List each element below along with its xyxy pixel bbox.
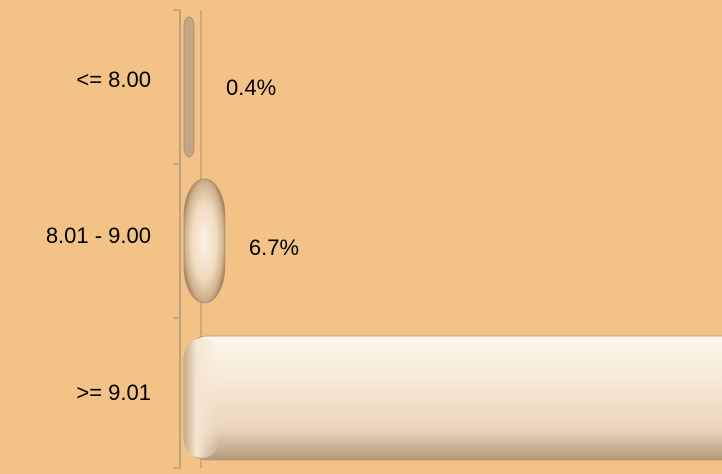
category-label-2: >= 9.01	[76, 380, 151, 405]
value-label-1: 6.7%	[249, 235, 299, 260]
category-label-1: 8.01 - 9.00	[46, 223, 151, 248]
bar-2	[183, 335, 722, 461]
bars-group	[183, 16, 722, 461]
category-label-0: <= 8.00	[76, 67, 151, 92]
value-labels: 0.4%6.7%92.9%	[226, 75, 299, 260]
bar-2-highlight	[184, 338, 220, 458]
category-labels: <= 8.00 8.01 - 9.00 >= 9.01	[46, 67, 151, 405]
bar-0	[183, 16, 195, 158]
value-label-0: 0.4%	[226, 75, 276, 100]
bar-1	[183, 178, 226, 304]
